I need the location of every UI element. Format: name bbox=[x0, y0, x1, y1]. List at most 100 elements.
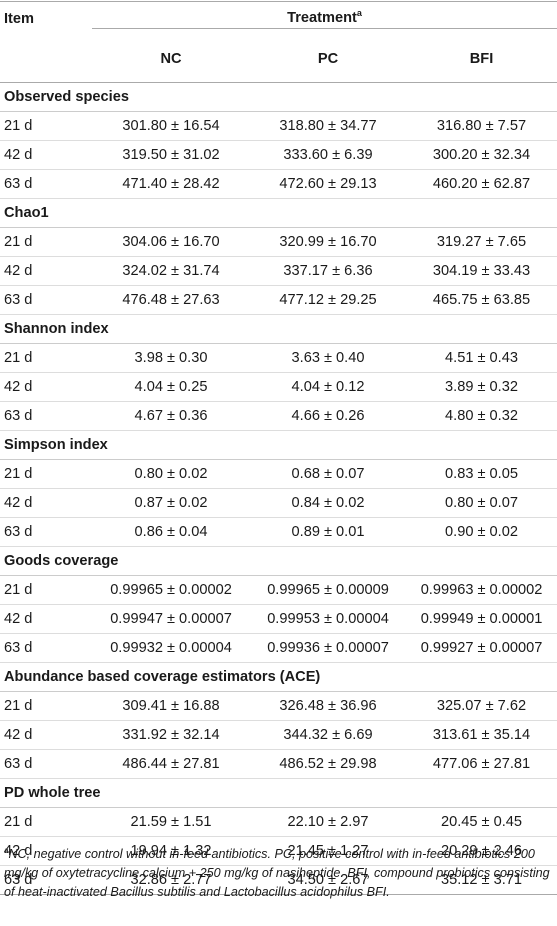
value-cell-pc: 4.04 ± 0.12 bbox=[250, 372, 406, 402]
table-row: 42 d 319.50 ± 31.02 333.60 ± 6.39 300.20 ± … bbox=[0, 140, 557, 170]
value-cell-bfi: 0.99927 ± 0.00007 bbox=[406, 633, 557, 663]
value-cell-pc: 344.32 ± 6.69 bbox=[250, 720, 406, 750]
value-cell-bfi: 0.80 ± 0.07 bbox=[406, 488, 557, 518]
column-header-bfi: BFI bbox=[406, 36, 557, 83]
value-cell-bfi: 304.19 ± 33.43 bbox=[406, 256, 557, 286]
row-day-label: 63 d bbox=[0, 865, 92, 895]
table-row: 21 d 0.80 ± 0.02 0.68 ± 0.07 0.83 ± 0.05 bbox=[0, 459, 557, 489]
value-cell-pc: 0.84 ± 0.02 bbox=[250, 488, 406, 518]
footnote-text: NC, negative control without in-feed ant… bbox=[4, 847, 550, 899]
value-cell-nc: 0.99932 ± 0.00004 bbox=[92, 633, 250, 663]
table-row: 42 d 331.92 ± 32.14 344.32 ± 6.69 313.61 ± … bbox=[0, 720, 557, 750]
table-row: 63 d 476.48 ± 27.63 477.12 ± 29.25 465.75 ±… bbox=[0, 285, 557, 315]
row-day-label: 42 d bbox=[0, 836, 92, 866]
group-title: PD whole tree bbox=[0, 778, 557, 808]
table-row: 21 d 3.98 ± 0.30 3.63 ± 0.40 4.51 ± 0.43 bbox=[0, 343, 557, 373]
value-cell-bfi: 460.20 ± 62.87 bbox=[406, 169, 557, 199]
value-cell-bfi: 477.06 ± 27.81 bbox=[406, 749, 557, 779]
value-cell-pc: 318.80 ± 34.77 bbox=[250, 111, 406, 141]
row-day-label: 63 d bbox=[0, 285, 92, 315]
treatment-header-text: Treatment bbox=[287, 9, 357, 26]
item-header: Item bbox=[0, 1, 92, 36]
row-day-label: 42 d bbox=[0, 604, 92, 634]
value-cell-bfi: 0.83 ± 0.05 bbox=[406, 459, 557, 489]
value-cell-bfi: 0.99963 ± 0.00002 bbox=[406, 575, 557, 605]
table-row: 63 d 0.99932 ± 0.00004 0.99936 ± 0.00007 0.… bbox=[0, 633, 557, 663]
table-row: 42 d 0.99947 ± 0.00007 0.99953 ± 0.00004 0.… bbox=[0, 604, 557, 634]
value-cell-bfi: 4.51 ± 0.43 bbox=[406, 343, 557, 373]
value-cell-bfi: 0.99949 ± 0.00001 bbox=[406, 604, 557, 634]
data-table: Item Treatmenta NC PC BFI Observed speci… bbox=[0, 1, 557, 895]
value-cell-nc: 3.98 ± 0.30 bbox=[92, 343, 250, 373]
table-row: 42 d 4.04 ± 0.25 4.04 ± 0.12 3.89 ± 0.32 bbox=[0, 372, 557, 402]
value-cell-nc: 331.92 ± 32.14 bbox=[92, 720, 250, 750]
value-cell-nc: 486.44 ± 27.81 bbox=[92, 749, 250, 779]
row-day-label: 21 d bbox=[0, 807, 92, 837]
treatment-footnote-marker: a bbox=[356, 7, 362, 18]
value-cell-nc: 0.87 ± 0.02 bbox=[92, 488, 250, 518]
column-header-nc: NC bbox=[92, 36, 250, 83]
value-cell-nc: 4.04 ± 0.25 bbox=[92, 372, 250, 402]
table-row: 63 d 486.44 ± 27.81 486.52 ± 29.98 477.06 ±… bbox=[0, 749, 557, 779]
value-cell-nc: 0.99965 ± 0.00002 bbox=[92, 575, 250, 605]
table-row: 21 d 309.41 ± 16.88 326.48 ± 36.96 325.07 ±… bbox=[0, 691, 557, 721]
value-cell-bfi: 4.80 ± 0.32 bbox=[406, 401, 557, 431]
row-day-label: 42 d bbox=[0, 488, 92, 518]
table-row: 63 d 4.67 ± 0.36 4.66 ± 0.26 4.80 ± 0.32 bbox=[0, 401, 557, 431]
value-cell-pc: 320.99 ± 16.70 bbox=[250, 227, 406, 257]
value-cell-pc: 34.50 ± 2.67 bbox=[250, 865, 406, 895]
value-cell-bfi: 20.29 ± 2.46 bbox=[406, 836, 557, 866]
value-cell-pc: 337.17 ± 6.36 bbox=[250, 256, 406, 286]
value-cell-nc: 319.50 ± 31.02 bbox=[92, 140, 250, 170]
value-cell-pc: 477.12 ± 29.25 bbox=[250, 285, 406, 315]
value-cell-pc: 4.66 ± 0.26 bbox=[250, 401, 406, 431]
value-cell-pc: 326.48 ± 36.96 bbox=[250, 691, 406, 721]
row-day-label: 21 d bbox=[0, 227, 92, 257]
row-day-label: 21 d bbox=[0, 691, 92, 721]
table-row: 42 d 19.94 ± 1.32 21.45 ± 1.27 20.29 ± 2.46 bbox=[0, 836, 557, 866]
value-cell-pc: 472.60 ± 29.13 bbox=[250, 169, 406, 199]
value-cell-bfi: 325.07 ± 7.62 bbox=[406, 691, 557, 721]
value-cell-nc: 19.94 ± 1.32 bbox=[92, 836, 250, 866]
table-body: Observed species 21 d 301.80 ± 16.54 318.80… bbox=[0, 82, 557, 895]
group-title: Simpson index bbox=[0, 430, 557, 460]
value-cell-nc: 304.06 ± 16.70 bbox=[92, 227, 250, 257]
value-cell-nc: 21.59 ± 1.51 bbox=[92, 807, 250, 837]
group-header-row: Simpson index bbox=[0, 430, 557, 460]
group-title: Goods coverage bbox=[0, 546, 557, 576]
value-cell-pc: 3.63 ± 0.40 bbox=[250, 343, 406, 373]
header-row-top: Item Treatmenta bbox=[0, 1, 557, 36]
value-cell-nc: 0.80 ± 0.02 bbox=[92, 459, 250, 489]
value-cell-bfi: 35.12 ± 3.71 bbox=[406, 865, 557, 895]
table-row: 21 d 21.59 ± 1.51 22.10 ± 2.97 20.45 ± 0.45 bbox=[0, 807, 557, 837]
value-cell-pc: 0.99936 ± 0.00007 bbox=[250, 633, 406, 663]
value-cell-pc: 333.60 ± 6.39 bbox=[250, 140, 406, 170]
group-header-row: Abundance based coverage estimators (ACE… bbox=[0, 662, 557, 692]
value-cell-pc: 0.99953 ± 0.00004 bbox=[250, 604, 406, 634]
table-row: 21 d 304.06 ± 16.70 320.99 ± 16.70 319.27 ±… bbox=[0, 227, 557, 257]
group-header-row: Shannon index bbox=[0, 314, 557, 344]
header-blank-cell bbox=[0, 36, 92, 83]
group-header-row: Chao1 bbox=[0, 198, 557, 228]
table-row: 42 d 0.87 ± 0.02 0.84 ± 0.02 0.80 ± 0.07 bbox=[0, 488, 557, 518]
value-cell-nc: 309.41 ± 16.88 bbox=[92, 691, 250, 721]
value-cell-nc: 32.86 ± 2.77 bbox=[92, 865, 250, 895]
value-cell-bfi: 465.75 ± 63.85 bbox=[406, 285, 557, 315]
value-cell-bfi: 316.80 ± 7.57 bbox=[406, 111, 557, 141]
row-day-label: 21 d bbox=[0, 111, 92, 141]
table-footnote: aNC, negative control without in-feed an… bbox=[4, 845, 553, 902]
row-day-label: 42 d bbox=[0, 140, 92, 170]
row-day-label: 21 d bbox=[0, 459, 92, 489]
value-cell-pc: 486.52 ± 29.98 bbox=[250, 749, 406, 779]
group-header-row: Observed species bbox=[0, 82, 557, 112]
header-row-columns: NC PC BFI bbox=[0, 36, 557, 83]
value-cell-nc: 476.48 ± 27.63 bbox=[92, 285, 250, 315]
value-cell-pc: 0.89 ± 0.01 bbox=[250, 517, 406, 547]
value-cell-bfi: 3.89 ± 0.32 bbox=[406, 372, 557, 402]
table-row: 63 d 32.86 ± 2.77 34.50 ± 2.67 35.12 ± 3.71 bbox=[0, 865, 557, 895]
value-cell-nc: 471.40 ± 28.42 bbox=[92, 169, 250, 199]
row-day-label: 42 d bbox=[0, 720, 92, 750]
treatment-header-label: Treatmenta bbox=[92, 7, 557, 29]
value-cell-nc: 324.02 ± 31.74 bbox=[92, 256, 250, 286]
row-day-label: 42 d bbox=[0, 372, 92, 402]
